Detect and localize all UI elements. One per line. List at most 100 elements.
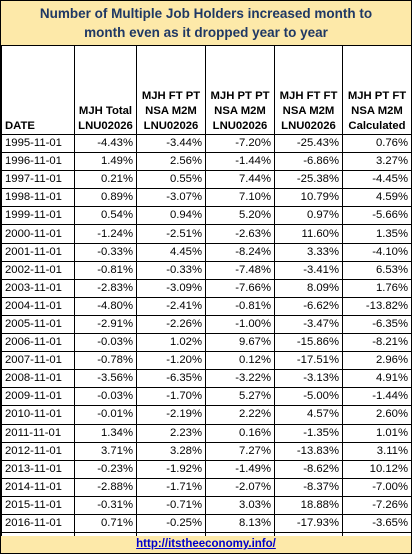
cell-mjh-pt-pt: 5.20%	[205, 206, 275, 226]
cell-date: 1997-11-01	[1, 170, 75, 190]
cell-mjh-ft-pt: 0.94%	[136, 206, 206, 226]
cell-mjh-pt-ft: 4.59%	[342, 188, 412, 208]
cell-date: 2015-11-01	[1, 495, 75, 515]
cell-mjh-total: -0.81%	[74, 260, 137, 280]
cell-mjh-pt-ft: 1.35%	[342, 224, 412, 244]
cell-date: 2011-11-01	[1, 423, 75, 443]
table-row: 2016-11-01 0.71% -0.25% 8.13% -17.93% -3.65%	[1, 513, 412, 534]
cell-mjh-ft-pt: -3.44%	[136, 133, 206, 154]
cell-date: 2009-11-01	[1, 387, 75, 407]
table-row: 2001-11-01 -0.33% 4.45% -8.24% 3.33% -4.10%	[1, 242, 412, 262]
cell-mjh-ft-ft: -25.38%	[274, 170, 343, 190]
cell-mjh-ft-pt: -3.09%	[136, 278, 206, 298]
cell-date: 2003-11-01	[1, 278, 75, 298]
cell-date: 2010-11-01	[1, 405, 75, 425]
cell-mjh-total: -0.31%	[74, 495, 137, 515]
header-mjh-pt-pt-title: MJH PT PT NSA M2M	[210, 90, 270, 117]
cell-mjh-pt-pt: -8.24%	[205, 242, 275, 262]
cell-mjh-total: -3.56%	[74, 369, 137, 389]
header-mjh-pt-ft-series: Calculated	[348, 120, 406, 132]
cell-mjh-ft-ft: -8.62%	[274, 459, 343, 479]
cell-mjh-ft-ft: -13.83%	[274, 441, 343, 461]
cell-mjh-pt-pt: -7.48%	[205, 260, 275, 280]
header-mjh-pt-pt: MJH PT PT NSA M2M LNU02026	[205, 45, 275, 135]
cell-date: 2008-11-01	[1, 369, 75, 389]
cell-mjh-pt-ft: -4.45%	[342, 170, 412, 190]
table-row: 2007-11-01 -0.78% -1.20% 0.12% -17.51% 2.96%	[1, 351, 412, 371]
cell-mjh-pt-ft: -6.35%	[342, 314, 412, 335]
table-row: 2004-11-01 -4.80% -2.41% -0.81% -6.62% -13.82…	[1, 296, 412, 316]
table-row: 2002-11-01 -0.81% -0.33% -7.48% -3.41% 6.53%	[1, 260, 412, 280]
cell-date: 2002-11-01	[1, 260, 75, 280]
table-row: 1999-11-01 0.54% 0.94% 5.20% 0.97% -5.66%	[1, 206, 412, 226]
cell-mjh-pt-pt: 7.44%	[205, 170, 275, 190]
cell-date: 2000-11-01	[1, 224, 75, 244]
cell-mjh-ft-pt: -0.71%	[136, 495, 206, 515]
cell-mjh-ft-pt: -2.19%	[136, 405, 206, 425]
cell-mjh-ft-ft: -17.51%	[274, 351, 343, 371]
cell-mjh-total: 3.71%	[74, 441, 137, 461]
cell-mjh-pt-ft: -3.65%	[342, 513, 412, 534]
table-row: 2009-11-01 -0.03% -1.70% 5.27% -5.00% -1.44%	[1, 387, 412, 407]
header-mjh-total-title: MJH Total	[78, 105, 133, 117]
cell-mjh-ft-ft: -17.93%	[274, 513, 343, 534]
cell-date: 2007-11-01	[1, 351, 75, 371]
cell-mjh-ft-ft: -5.00%	[274, 387, 343, 407]
header-mjh-ft-pt: MJH FT PT NSA M2M LNU02026	[136, 45, 206, 135]
cell-mjh-total: -4.80%	[74, 296, 137, 316]
cell-mjh-pt-pt: -2.63%	[205, 224, 275, 244]
header-mjh-ft-pt-title: MJH FT PT NSA M2M	[141, 90, 201, 117]
header-mjh-ft-ft-title: MJH FT FT NSA M2M	[279, 90, 338, 117]
footer-link[interactable]: http://itstheeconomy.info/	[136, 538, 276, 550]
cell-mjh-total: -0.78%	[74, 351, 137, 371]
table-row: 2008-11-01 -3.56% -6.35% -3.22% -3.13% 4.91%	[1, 369, 412, 389]
cell-mjh-ft-ft: 0.97%	[274, 206, 343, 226]
table-row: 1995-11-01 -4.43% -3.44% -7.20% -25.43% 0.76%	[1, 133, 412, 154]
cell-mjh-pt-pt: -2.07%	[205, 477, 275, 497]
cell-mjh-pt-pt: -1.44%	[205, 152, 275, 172]
table-row: 1996-11-01 1.49% 2.56% -1.44% -6.86% 3.27%	[1, 152, 412, 172]
cell-mjh-pt-pt: 7.10%	[205, 188, 275, 208]
cell-mjh-ft-ft: -15.86%	[274, 333, 343, 353]
cell-mjh-ft-ft: 3.33%	[274, 242, 343, 262]
cell-mjh-pt-pt: -3.22%	[205, 369, 275, 389]
header-mjh-pt-ft: MJH PT FT NSA M2M Calculated	[342, 45, 412, 135]
cell-mjh-total: -0.03%	[74, 387, 137, 407]
cell-mjh-ft-ft: 11.60%	[274, 224, 343, 244]
cell-mjh-ft-ft: -6.62%	[274, 296, 343, 316]
cell-mjh-ft-ft: -25.43%	[274, 133, 343, 154]
cell-mjh-pt-ft: 0.76%	[342, 133, 412, 154]
cell-mjh-ft-pt: 0.55%	[136, 170, 206, 190]
table-row: 2012-11-01 3.71% 3.28% 7.27% -13.83% 3.11%	[1, 441, 412, 461]
cell-mjh-pt-pt: -1.49%	[205, 459, 275, 479]
cell-date: 1996-11-01	[1, 152, 75, 172]
cell-mjh-ft-pt: -1.71%	[136, 477, 206, 497]
cell-mjh-total: -0.01%	[74, 405, 137, 425]
cell-date: 2012-11-01	[1, 441, 75, 461]
table-row: 2005-11-01 -2.91% -2.26% -1.00% -3.47% -6.35%	[1, 314, 412, 335]
cell-mjh-pt-ft: -7.26%	[342, 495, 412, 515]
title-line-2: month even as it dropped year to year	[84, 25, 328, 40]
cell-date: 2001-11-01	[1, 242, 75, 262]
cell-mjh-total: 1.49%	[74, 152, 137, 172]
cell-mjh-total: 0.54%	[74, 206, 137, 226]
cell-mjh-ft-pt: -3.07%	[136, 188, 206, 208]
table-row: 2011-11-01 1.34% 2.23% 0.16% -1.35% 1.01%	[1, 423, 412, 443]
cell-mjh-ft-pt: 2.56%	[136, 152, 206, 172]
table-row: 1997-11-01 0.21% 0.55% 7.44% -25.38% -4.45%	[1, 170, 412, 190]
header-mjh-ft-ft: MJH FT FT NSA M2M LNU02026	[274, 45, 343, 135]
cell-mjh-ft-ft: -1.35%	[274, 423, 343, 443]
cell-mjh-pt-pt: 8.13%	[205, 513, 275, 534]
cell-mjh-ft-pt: -2.26%	[136, 314, 206, 335]
cell-mjh-pt-pt: 2.22%	[205, 405, 275, 425]
header-mjh-ft-pt-series: LNU02026	[143, 120, 199, 132]
header-date: DATE	[1, 45, 75, 135]
table-row: 2015-11-01 -0.31% -0.71% 3.03% 18.88% -7.26%	[1, 495, 412, 515]
cell-mjh-ft-ft: -8.37%	[274, 477, 343, 497]
header-row: DATE MJH Total LNU02026 MJH FT PT NSA M2M…	[1, 45, 412, 135]
cell-mjh-total: -0.03%	[74, 333, 137, 353]
cell-mjh-ft-ft: 4.57%	[274, 405, 343, 425]
cell-mjh-pt-ft: 2.60%	[342, 405, 412, 425]
cell-mjh-ft-pt: 1.02%	[136, 333, 206, 353]
